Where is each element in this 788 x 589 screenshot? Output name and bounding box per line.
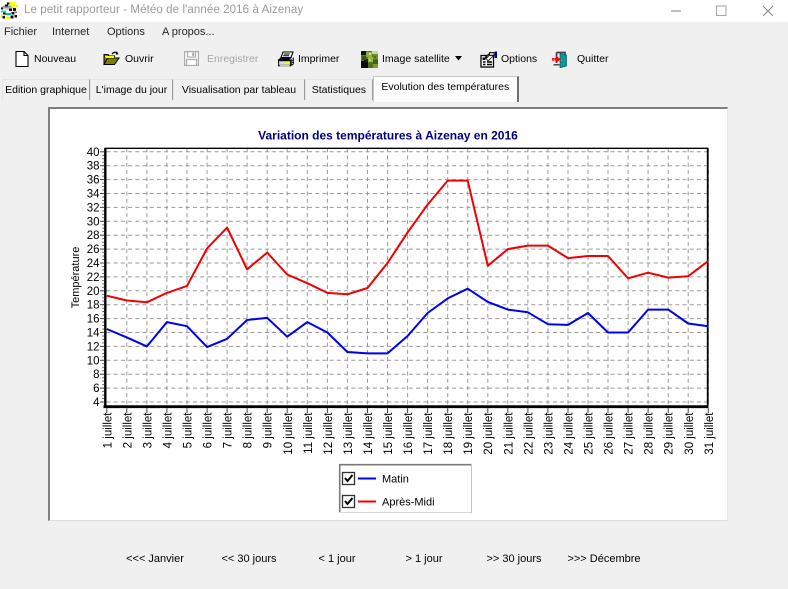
svg-text:Matin: Matin [382,474,409,486]
svg-text:25 juillet: 25 juillet [584,412,596,455]
svg-text:17 juillet: 17 juillet [423,412,435,455]
svg-text:23 juillet: 23 juillet [543,412,555,455]
svg-text:6 juillet: 6 juillet [203,412,215,449]
svg-text:7 juillet: 7 juillet [223,412,235,449]
svg-text:26 juillet: 26 juillet [604,412,616,455]
svg-text:29 juillet: 29 juillet [664,412,676,455]
svg-text:9 juillet: 9 juillet [263,412,275,449]
svg-text:20: 20 [87,286,100,298]
svg-text:10 juillet: 10 juillet [283,412,295,455]
svg-text:27 juillet: 27 juillet [624,412,636,455]
svg-text:30: 30 [87,216,100,228]
svg-text:4: 4 [93,397,100,409]
svg-text:2 juillet: 2 juillet [122,412,134,449]
svg-text:14 juillet: 14 juillet [363,412,375,455]
svg-text:34: 34 [87,189,100,201]
svg-text:32: 32 [87,202,100,214]
svg-text:18 juillet: 18 juillet [443,412,455,455]
svg-text:28: 28 [87,230,100,242]
svg-text:28 juillet: 28 juillet [644,412,656,455]
svg-text:24: 24 [87,258,100,270]
svg-text:1 juillet: 1 juillet [102,412,114,449]
svg-text:21 juillet: 21 juillet [503,412,515,455]
svg-text:22: 22 [87,272,100,284]
svg-text:30 juillet: 30 juillet [684,412,696,455]
svg-text:8 juillet: 8 juillet [243,412,255,449]
svg-text:22 juillet: 22 juillet [523,412,535,455]
svg-text:40: 40 [87,147,100,159]
svg-text:38: 38 [87,161,100,173]
svg-text:36: 36 [87,175,100,187]
svg-text:4 juillet: 4 juillet [162,412,174,449]
svg-text:20 juillet: 20 juillet [483,412,495,455]
svg-text:31 juillet: 31 juillet [704,412,716,455]
svg-text:Après-Midi: Après-Midi [382,497,435,509]
svg-text:13 juillet: 13 juillet [343,412,355,455]
svg-text:12 juillet: 12 juillet [323,412,335,455]
svg-text:19 juillet: 19 juillet [463,412,475,455]
svg-text:11 juillet: 11 juillet [303,412,315,454]
svg-text:8: 8 [93,369,99,381]
svg-text:18: 18 [87,300,100,312]
svg-text:14: 14 [87,328,100,340]
svg-text:16: 16 [87,314,100,326]
svg-text:15 juillet: 15 juillet [383,412,395,455]
svg-text:16 juillet: 16 juillet [403,412,415,455]
svg-text:26: 26 [87,244,100,256]
svg-text:12: 12 [87,341,100,353]
svg-text:24 juillet: 24 juillet [564,412,576,455]
svg-text:Variation des températures à A: Variation des températures à Aizenay en … [258,129,518,143]
svg-text:5 juillet: 5 juillet [183,412,195,449]
svg-text:10: 10 [87,355,100,367]
svg-text:Température: Température [70,247,82,309]
svg-text:6: 6 [93,383,99,395]
svg-text:3 juillet: 3 juillet [142,412,154,449]
